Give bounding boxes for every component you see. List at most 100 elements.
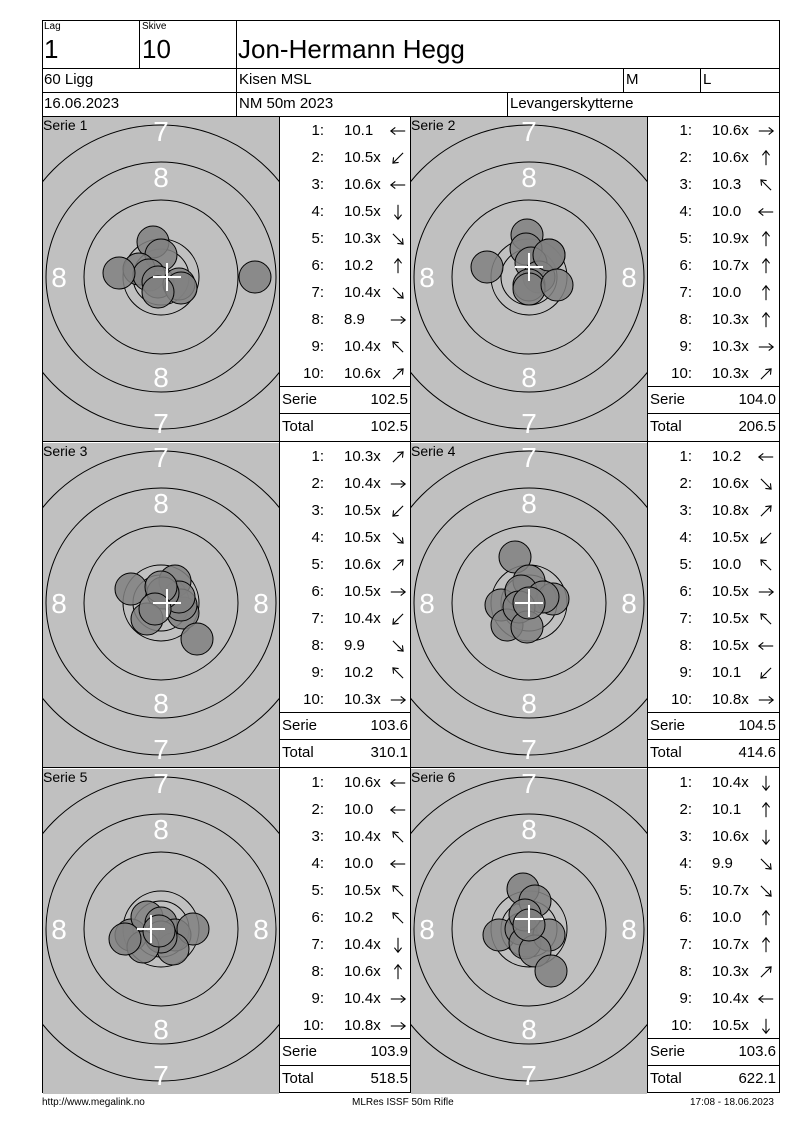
shot-direction-arrow-icon [761, 775, 771, 792]
footer-software: MLRes ISSF 50m Rifle [352, 1097, 454, 1108]
divider [648, 1038, 780, 1039]
divider [700, 68, 701, 92]
shot-row: 5: 10.5x [280, 877, 410, 904]
shot-hole [108, 922, 142, 956]
shot-row: 1: 10.6x [648, 117, 778, 144]
ring-label: 7 [153, 443, 169, 473]
shot-number: 8: [311, 963, 324, 980]
shot-score: 10.3x [712, 365, 749, 382]
shot-number: 3: [679, 176, 692, 193]
shot-score: 10.9x [712, 230, 749, 247]
ring-label: 8 [253, 914, 269, 945]
shot-row: 7: 10.4x [280, 931, 410, 958]
running-total-value: 102.5 [370, 418, 408, 435]
shot-hole [470, 250, 504, 284]
total-label: Total [282, 1070, 314, 1087]
ring-label: 8 [153, 162, 169, 193]
shot-score: 10.7x [712, 882, 749, 899]
shot-row: 3: 10.6x [648, 823, 778, 850]
shot-score: 9.9 [712, 855, 733, 872]
shot-row: 7: 10.7x [648, 931, 778, 958]
shot-row: 9: 10.3x [648, 333, 778, 360]
ring-label: 8 [153, 688, 169, 719]
shot-direction-arrow-icon [389, 126, 406, 136]
shot-number: 6: [311, 583, 324, 600]
class-name: 60 Ligg [44, 71, 94, 88]
shot-hole [138, 592, 172, 626]
shot-row: 3: 10.5x [280, 497, 410, 524]
shot-score: 10.5x [344, 583, 381, 600]
total-label: Total [282, 418, 314, 435]
series-label: Serie 5 [43, 769, 88, 785]
shooting-target: 7 8 8 7 8 [43, 117, 279, 442]
divider [279, 116, 280, 441]
shot-direction-arrow-icon [390, 479, 407, 489]
series-label: Serie 3 [43, 443, 88, 459]
divider [647, 768, 648, 1093]
shot-score: 10.0 [712, 556, 742, 573]
shot-row: 3: 10.8x [648, 497, 778, 524]
shot-score: 10.2 [344, 664, 374, 681]
shot-number: 5: [679, 230, 692, 247]
shot-number: 6: [311, 257, 324, 274]
shot-list: 1: 10.6x 2: 10.6x 3: 10.3 4: 10.0 5: 10.9x 6: 10.7x… [648, 117, 778, 387]
shot-direction-arrow-icon [760, 505, 772, 517]
shot-row: 7: 10.0 [648, 279, 778, 306]
ring-label: 8 [521, 1014, 537, 1045]
team-value: 1 [44, 34, 59, 64]
shooter-name: Jon-Hermann Hegg [238, 34, 465, 64]
shot-row: 4: 10.0 [648, 198, 778, 225]
shot-score: 10.8x [344, 1017, 381, 1034]
shot-number: 4: [679, 203, 692, 220]
target-ring [413, 813, 645, 1045]
shot-number: 6: [679, 257, 692, 274]
shot-row: 1: 10.4x [648, 769, 778, 796]
shot-number: 3: [311, 828, 324, 845]
shot-direction-arrow-icon [392, 341, 404, 353]
shot-row: 9: 10.2 [280, 659, 410, 686]
shot-score: 10.3x [712, 963, 749, 980]
shot-score: 10.4x [344, 284, 381, 301]
shot-row: 8: 10.5x [648, 632, 778, 659]
shot-direction-arrow-icon [757, 641, 774, 651]
ring-label: 8 [621, 914, 637, 945]
running-total-value: 622.1 [738, 1070, 776, 1087]
target-ring [83, 199, 239, 355]
shot-hole [238, 260, 272, 294]
shot-row: 9: 10.1 [648, 659, 778, 686]
shot-row: 9: 10.4x [280, 333, 410, 360]
shot-direction-arrow-icon [757, 452, 774, 462]
shot-direction-arrow-icon [761, 801, 771, 818]
shot-score: 10.4x [344, 475, 381, 492]
shot-direction-arrow-icon [760, 559, 772, 571]
shot-hole [102, 256, 136, 290]
shot-number: 10: [303, 365, 324, 382]
shot-row: 9: 10.4x [648, 985, 778, 1012]
shot-direction-arrow-icon [760, 885, 772, 897]
shot-number: 8: [311, 311, 324, 328]
shot-score: 10.4x [712, 990, 749, 1007]
shot-row: 5: 10.6x [280, 551, 410, 578]
shot-row: 8: 10.6x [280, 958, 410, 985]
shot-number: 7: [311, 284, 324, 301]
shot-row: 4: 9.9 [648, 850, 778, 877]
shot-direction-arrow-icon [393, 937, 403, 954]
shot-hole [534, 954, 568, 988]
shot-score: 10.3x [344, 230, 381, 247]
shot-hole [142, 914, 176, 948]
shot-hole [180, 622, 214, 656]
shot-score: 10.8x [712, 691, 749, 708]
shot-row: 4: 10.0 [280, 850, 410, 877]
divider [647, 116, 648, 441]
shot-score: 10.6x [344, 774, 381, 791]
shot-row: 6: 10.0 [648, 904, 778, 931]
shot-score: 10.7x [712, 936, 749, 953]
shot-direction-arrow-icon [392, 912, 404, 924]
shot-direction-arrow-icon [392, 667, 404, 679]
ring-label: 8 [153, 814, 169, 845]
shot-number: 3: [311, 502, 324, 519]
shot-direction-arrow-icon [761, 257, 771, 274]
shot-score: 10.5x [344, 882, 381, 899]
target-ring [451, 199, 607, 355]
shot-score: 10.4x [344, 610, 381, 627]
